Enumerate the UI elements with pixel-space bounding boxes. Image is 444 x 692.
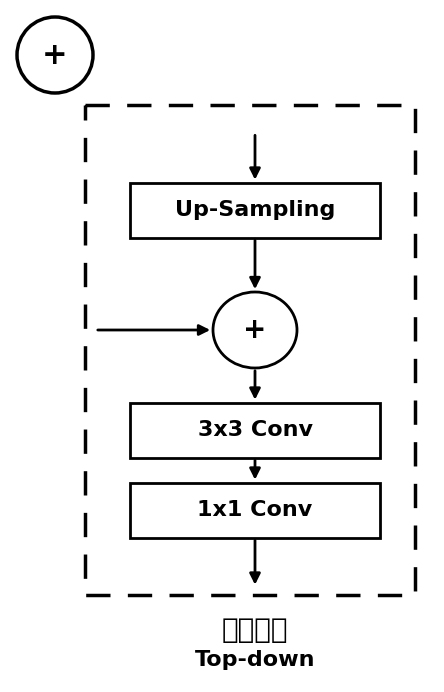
Text: 自顶向下: 自顶向下 — [222, 616, 288, 644]
Text: 3x3 Conv: 3x3 Conv — [198, 420, 313, 440]
Text: +: + — [243, 316, 267, 344]
Text: Top-down: Top-down — [195, 650, 315, 670]
Bar — [85, 105, 415, 595]
Bar — [130, 403, 380, 457]
Bar — [130, 183, 380, 237]
Text: +: + — [42, 41, 68, 69]
Text: 1x1 Conv: 1x1 Conv — [198, 500, 313, 520]
Bar — [130, 482, 380, 538]
Text: Up-Sampling: Up-Sampling — [175, 200, 335, 220]
